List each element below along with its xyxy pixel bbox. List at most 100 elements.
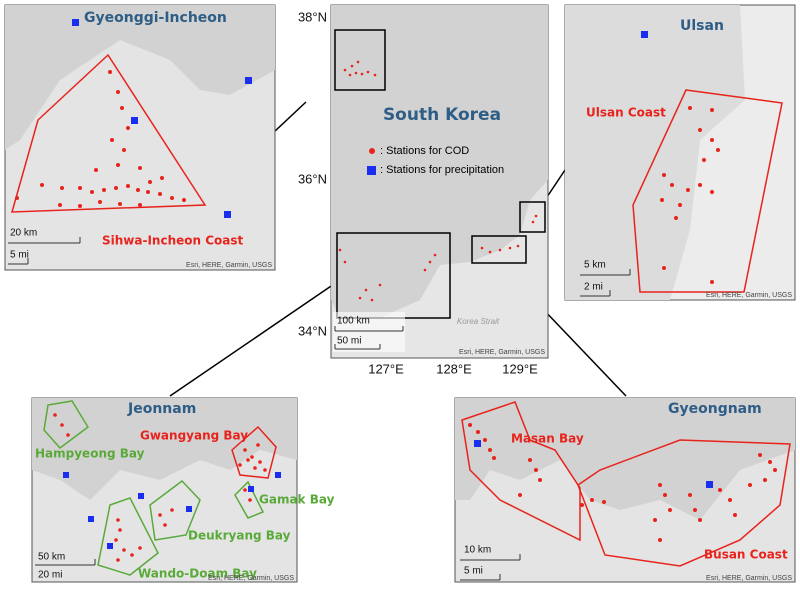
cod-station: [114, 538, 118, 542]
cod-station: [663, 493, 667, 497]
map-title: South Korea: [383, 105, 501, 125]
cod-station: [126, 184, 130, 188]
cod-station: [508, 246, 512, 250]
region-outline: [43, 400, 89, 450]
cod-station: [66, 433, 70, 437]
cod-station: [253, 466, 257, 470]
cod-station: [534, 214, 538, 218]
cod-station: [158, 192, 162, 196]
station: [186, 506, 192, 512]
cod-station: [60, 423, 64, 427]
cod-stations: [660, 106, 720, 284]
cod-station: [662, 173, 666, 177]
cod-station: [653, 518, 657, 522]
attribution: Esri, HERE, Garmin, USGS: [706, 292, 792, 299]
cod-station: [116, 90, 120, 94]
cod-station: [480, 246, 484, 250]
cod-station: [660, 198, 664, 202]
scale-label: 20 km: [10, 228, 37, 239]
scale-bg: [333, 312, 405, 352]
scale-label: 20 mi: [38, 570, 62, 581]
cod-station: [658, 483, 662, 487]
cod-station: [126, 126, 130, 130]
cod-station: [698, 128, 702, 132]
cod-station: [102, 188, 106, 192]
cod-station: [602, 500, 606, 504]
cod-station: [710, 138, 714, 142]
cod-station: [138, 166, 142, 170]
region-label: Gwangyang Bay: [140, 429, 248, 443]
cod-station: [688, 493, 692, 497]
station: [88, 516, 94, 522]
cod-station: [146, 190, 150, 194]
cod-station: [90, 190, 94, 194]
cod-station: [256, 443, 260, 447]
cod-station: [78, 204, 82, 208]
cod-station: [728, 498, 732, 502]
cod-station: [534, 468, 538, 472]
cod-station: [488, 448, 492, 452]
region-label: Gamak Bay: [259, 493, 335, 507]
cod-station: [170, 508, 174, 512]
panel-title: Gyeongnam: [668, 401, 762, 417]
cod-station: [366, 70, 370, 74]
scale-bar: [8, 237, 81, 265]
cod-station: [60, 186, 64, 190]
cod-station: [138, 203, 142, 207]
scale-label: 5 km: [584, 260, 606, 271]
station: [245, 77, 252, 84]
cod-station: [674, 216, 678, 220]
cod-station: [710, 190, 714, 194]
cod-station: [238, 463, 242, 467]
scale-bar: [334, 326, 404, 350]
cod-stations: [338, 60, 538, 302]
connector: [169, 281, 338, 397]
cod-station: [170, 196, 174, 200]
cod-station: [338, 248, 342, 252]
lat-label: 36°N: [298, 171, 327, 186]
cod-station: [160, 176, 164, 180]
region-label: Busan Coast: [704, 548, 788, 562]
region-outline: [577, 439, 791, 567]
region-label: Ulsan Coast: [586, 106, 666, 120]
cod-station: [110, 138, 114, 142]
region-label: Sihwa-Incheon Coast: [102, 234, 244, 248]
cod-station: [710, 280, 714, 284]
lon-label: 129°E: [502, 361, 538, 376]
station: [107, 543, 113, 549]
inset-box: [519, 201, 546, 233]
cod-station: [243, 448, 247, 452]
cod-station: [518, 493, 522, 497]
cod-station: [354, 71, 358, 75]
scale-bar: [35, 559, 96, 566]
cod-station: [688, 106, 692, 110]
station: [641, 31, 648, 38]
scale-label: 50 mi: [337, 336, 361, 347]
inset-box: [334, 29, 386, 91]
station: [224, 211, 231, 218]
cod-station: [488, 250, 492, 254]
station: [275, 472, 281, 478]
scale-label: 5 mi: [10, 250, 29, 261]
panel-gyeongnam: Gyeongnam Masan Bay Busan Coast 10 km 5 …: [454, 397, 796, 583]
attribution: Esri, HERE, Garmin, USGS: [186, 262, 272, 269]
cod-station: [662, 266, 666, 270]
cod-station: [428, 260, 432, 264]
main-map: 38°N 36°N 34°N 127°E 128°E 129°E South K…: [298, 4, 549, 376]
cod-station: [263, 468, 267, 472]
region-label: Hampyeong Bay: [35, 447, 145, 461]
cod-station: [686, 188, 690, 192]
cod-station: [364, 288, 368, 292]
cod-station: [343, 260, 347, 264]
cod-station: [250, 455, 254, 459]
cod-station: [122, 148, 126, 152]
cod-station: [758, 453, 762, 457]
cod-station: [768, 460, 772, 464]
panel-jeonnam: Jeonnam Hampyeong Bay Gwangyang Bay Gama…: [31, 397, 335, 583]
cod-station: [116, 518, 120, 522]
cod-station: [423, 268, 427, 272]
cod-station: [498, 248, 502, 252]
station: [248, 486, 254, 492]
cod-station: [528, 458, 532, 462]
cod-station: [516, 244, 520, 248]
